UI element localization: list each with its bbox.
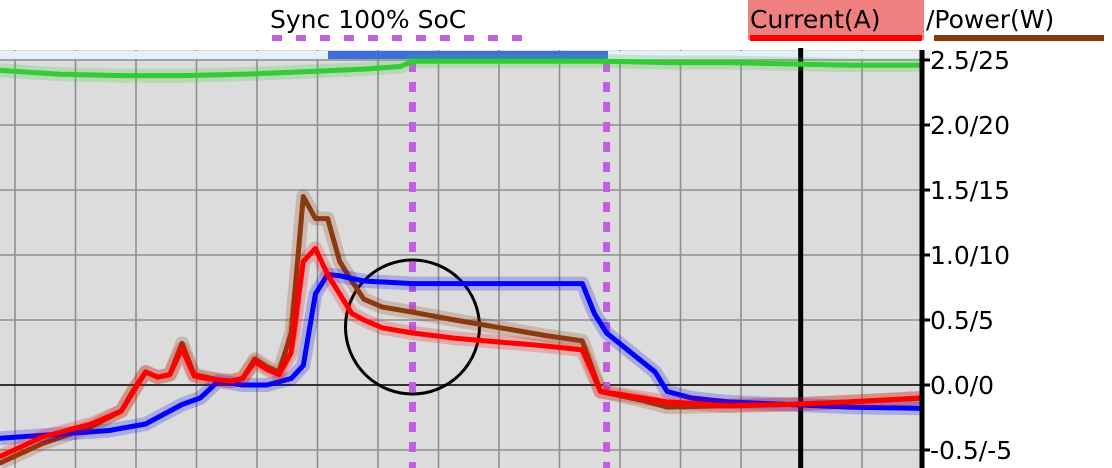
y-tick-label: -0.5/-5 xyxy=(930,436,1012,465)
y-tick-label: 1.5/15 xyxy=(930,176,1010,205)
y-axis: 2.5/25 2.0/20 1.5/15 1.0/10 0.5/5 0.0/0 -0.5/-… xyxy=(919,46,1012,468)
y-tick-label: 0.5/5 xyxy=(930,306,994,335)
legend-power: /Power(W) xyxy=(926,5,1054,34)
header-band xyxy=(0,0,1112,50)
y-tick-label: 2.0/20 xyxy=(930,111,1010,140)
voltage-series-line xyxy=(0,272,925,441)
soc-series-line xyxy=(0,58,925,79)
markers xyxy=(0,48,930,468)
plot-background xyxy=(0,50,922,468)
y-tick-label: 0.0/0 xyxy=(930,371,994,400)
grid xyxy=(0,50,922,468)
annotation-circle xyxy=(343,258,481,396)
legend-current-highlight xyxy=(748,0,924,40)
current-series-line xyxy=(0,246,925,459)
sync-label: Sync 100% SoC xyxy=(270,5,466,34)
y-tick-label: 2.5/25 xyxy=(930,46,1010,75)
legend-current: Current(A) xyxy=(750,5,881,34)
y-tick-label: 1.0/10 xyxy=(930,241,1010,270)
series-lines xyxy=(0,54,925,468)
